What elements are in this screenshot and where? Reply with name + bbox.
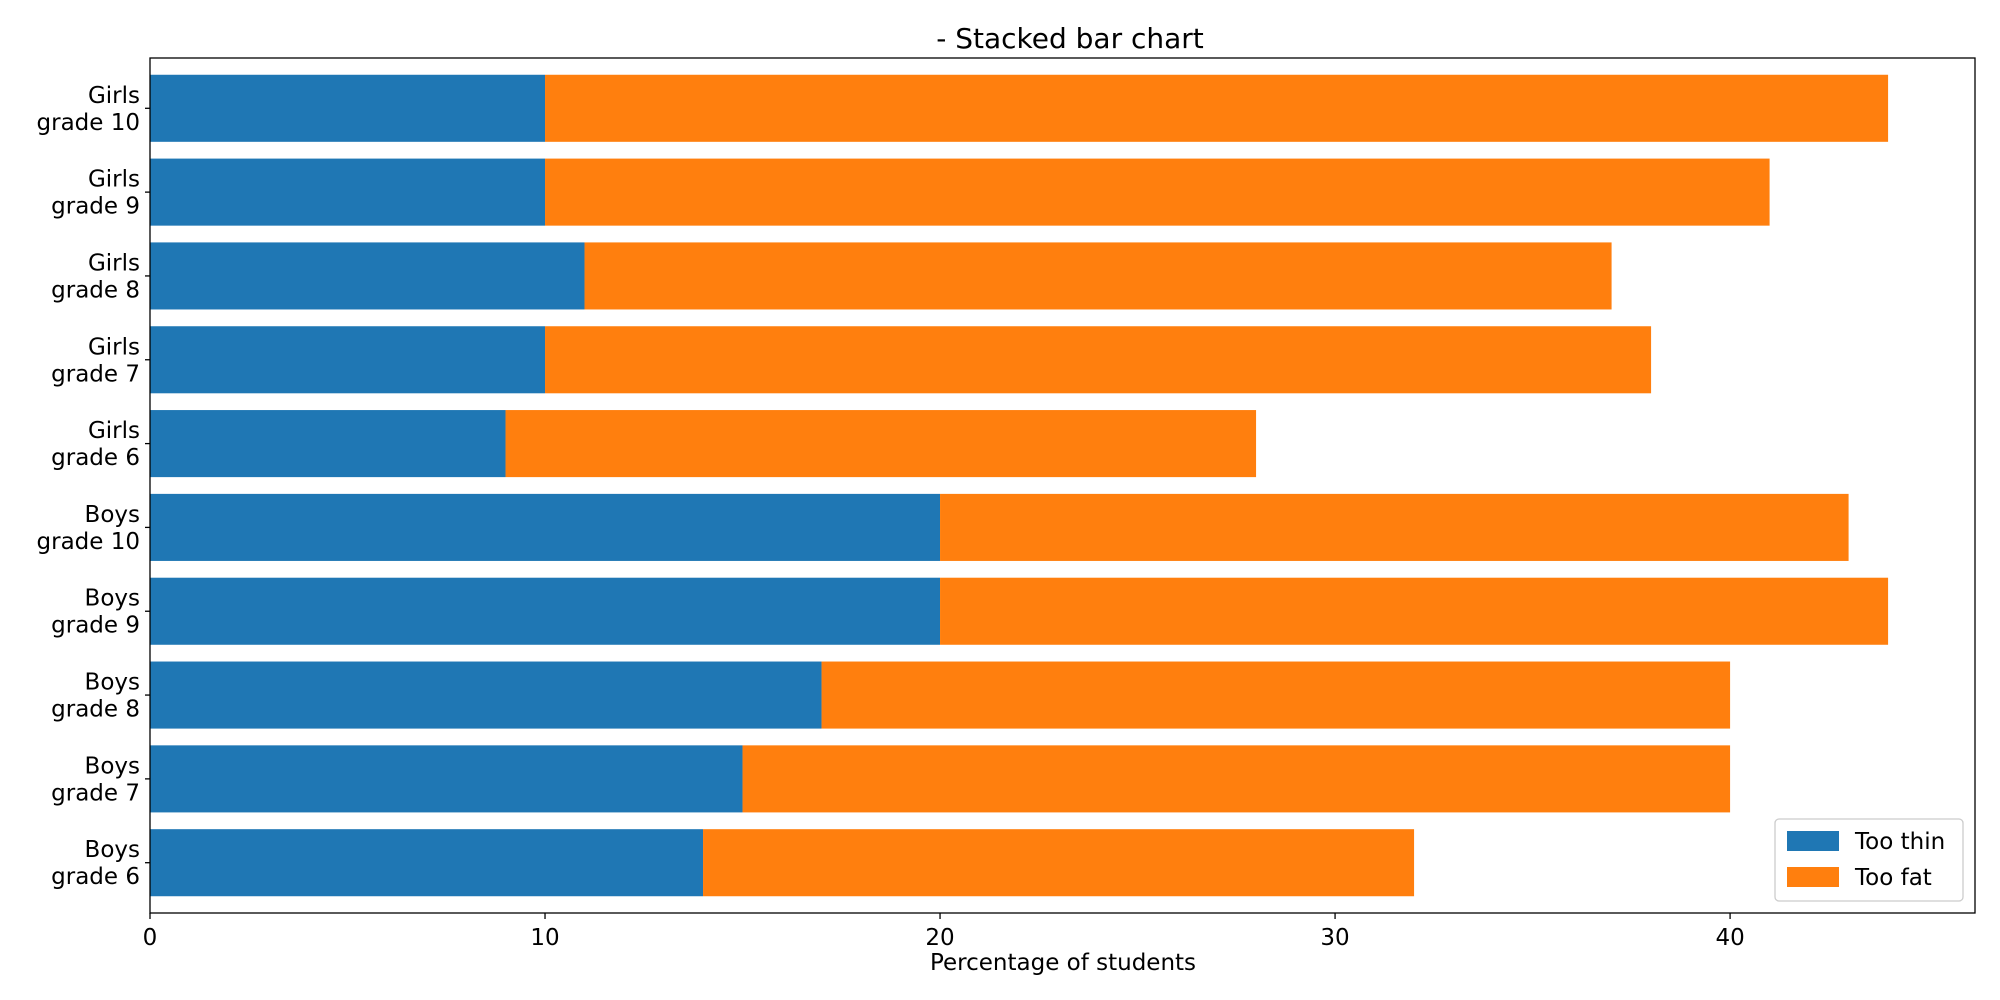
bar-too-fat bbox=[742, 745, 1731, 813]
y-tick-label: Boys bbox=[85, 502, 140, 528]
y-tick-label: grade 10 bbox=[37, 529, 140, 555]
x-tick-label: 30 bbox=[1320, 925, 1349, 951]
legend-swatch bbox=[1787, 831, 1839, 851]
bar-too-thin bbox=[150, 661, 822, 729]
legend: Too thin Too fat bbox=[1774, 818, 1964, 902]
y-tick-label: grade 9 bbox=[51, 194, 140, 220]
bar-too-thin bbox=[150, 745, 743, 813]
y-tick-label: grade 9 bbox=[51, 613, 140, 639]
y-tick-label: Boys bbox=[85, 586, 140, 612]
y-tick-label: Girls bbox=[88, 250, 140, 276]
bar-too-thin bbox=[150, 410, 506, 478]
bar-too-thin bbox=[150, 577, 941, 645]
bar-too-fat bbox=[584, 242, 1612, 310]
bar-too-thin bbox=[150, 493, 941, 561]
bar-too-fat bbox=[940, 493, 1849, 561]
bar-too-thin bbox=[150, 326, 546, 394]
y-tick-label: grade 6 bbox=[51, 864, 140, 890]
bar-too-thin bbox=[150, 829, 704, 897]
x-tick-label: 40 bbox=[1715, 925, 1744, 951]
x-axis-ticks: 0 10 20 30 40 bbox=[143, 913, 1745, 951]
bar-too-fat bbox=[545, 158, 1770, 226]
y-tick-label: grade 7 bbox=[51, 780, 140, 806]
y-tick-label: Girls bbox=[88, 167, 140, 193]
chart-title: - Stacked bar chart bbox=[936, 22, 1204, 55]
legend-label: Too fat bbox=[1854, 865, 1932, 891]
y-tick-label: grade 7 bbox=[51, 361, 140, 387]
y-tick-label: Boys bbox=[85, 753, 140, 779]
legend-label: Too thin bbox=[1854, 829, 1945, 855]
x-tick-label: 0 bbox=[143, 925, 158, 951]
bar-too-fat bbox=[545, 326, 1652, 394]
y-tick-label: Girls bbox=[88, 418, 140, 444]
y-tick-label: grade 8 bbox=[51, 697, 140, 723]
x-tick-label: 10 bbox=[530, 925, 559, 951]
y-tick-label: grade 6 bbox=[51, 445, 140, 471]
y-tick-label: Boys bbox=[85, 837, 140, 863]
x-axis-label: Percentage of students bbox=[930, 950, 1196, 976]
bar-too-fat bbox=[545, 74, 1889, 142]
bar-too-fat bbox=[940, 577, 1889, 645]
bar-too-fat bbox=[821, 661, 1731, 729]
bars-group bbox=[150, 74, 1889, 897]
x-tick-label: 20 bbox=[925, 925, 954, 951]
y-tick-label: Girls bbox=[88, 334, 140, 360]
bar-too-thin bbox=[150, 242, 585, 310]
bar-too-thin bbox=[150, 74, 546, 142]
bar-too-fat bbox=[505, 410, 1257, 478]
y-tick-label: grade 10 bbox=[37, 110, 140, 136]
y-tick-label: Girls bbox=[88, 83, 140, 109]
legend-swatch bbox=[1787, 867, 1839, 887]
y-tick-label: grade 8 bbox=[51, 277, 140, 303]
y-tick-label: Boys bbox=[85, 670, 140, 696]
bar-too-fat bbox=[703, 829, 1415, 897]
bar-too-thin bbox=[150, 158, 546, 226]
plot-frame bbox=[149, 57, 1976, 914]
